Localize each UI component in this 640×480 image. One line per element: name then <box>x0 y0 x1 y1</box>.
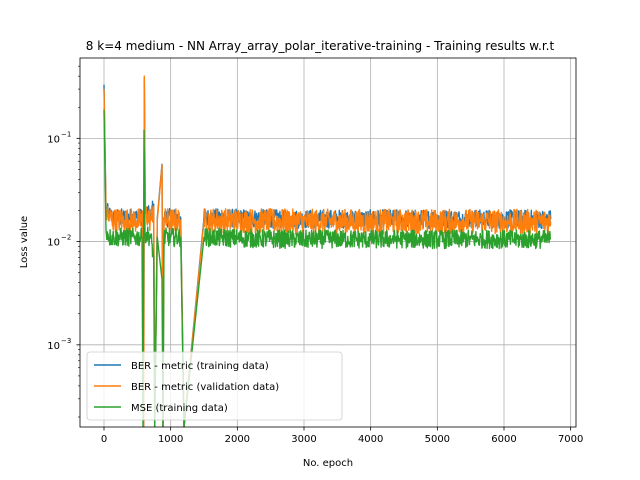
x-tick-label: 2000 <box>225 434 250 445</box>
y-tick-exponent: −1 <box>61 130 71 138</box>
y-tick-exponent: −3 <box>61 337 71 345</box>
series-line-2 <box>103 75 552 427</box>
x-tick-label: 1000 <box>158 434 183 445</box>
y-tick-exponent: −2 <box>61 234 71 242</box>
x-tick-label: 4000 <box>358 434 383 445</box>
x-axis-label: No. epoch <box>303 458 353 469</box>
legend: BER - metric (training data) BER - metric… <box>86 351 343 421</box>
y-tick-label: 10 <box>47 238 60 249</box>
x-tick-label: 5000 <box>425 434 450 445</box>
plot-frame <box>79 57 577 428</box>
series-line-3 <box>103 109 552 427</box>
legend-box <box>86 351 343 421</box>
x-tick-label: 7000 <box>558 434 583 445</box>
series-layer <box>103 75 552 427</box>
legend-label: BER - metric (training data) <box>131 361 269 372</box>
x-tick-label: 3000 <box>291 434 316 445</box>
x-tick-label: 6000 <box>491 434 516 445</box>
x-tick-label: 0 <box>101 434 107 445</box>
y-tick-label: 10 <box>47 341 60 352</box>
legend-label: MSE (training data) <box>131 403 228 414</box>
y-tick-label: 10 <box>47 134 60 145</box>
legend-label: BER - metric (validation data) <box>131 382 279 393</box>
chart-title: 8 k=4 medium - NN Array_array_polar_iter… <box>86 39 555 53</box>
y-axis-label: Loss value <box>19 216 30 268</box>
